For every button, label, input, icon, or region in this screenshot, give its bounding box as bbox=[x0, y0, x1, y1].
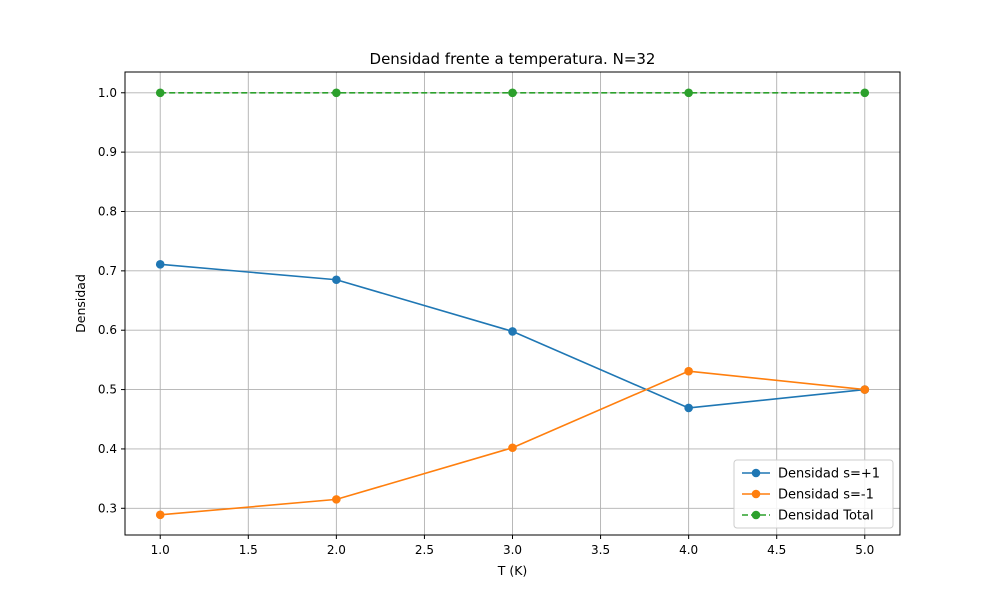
data-point bbox=[684, 403, 693, 413]
y-tick-label: 0.8 bbox=[98, 204, 117, 218]
data-point bbox=[860, 88, 870, 98]
y-tick-label: 0.7 bbox=[98, 264, 117, 278]
data-point bbox=[332, 275, 341, 285]
x-tick-label: 2.0 bbox=[327, 543, 346, 557]
x-tick-label: 5.0 bbox=[855, 543, 874, 557]
axis-ticks: 1.0 1.5 2.0 2.5 3.0 3.5 4.0 4.5 5.0 0.3 0.4 0.5 0.6 0… bbox=[98, 86, 874, 557]
x-tick-label: 4.0 bbox=[679, 543, 698, 557]
data-point bbox=[508, 443, 517, 453]
legend-marker bbox=[751, 510, 761, 520]
x-tick-label: 1.0 bbox=[151, 543, 170, 557]
legend-label: Densidad s=+1 bbox=[778, 467, 880, 482]
data-point bbox=[155, 510, 165, 520]
y-tick-label: 0.9 bbox=[98, 145, 117, 159]
y-tick-label: 1.0 bbox=[98, 86, 117, 100]
chart-title: Densidad frente a temperatura. N=32 bbox=[370, 50, 656, 68]
data-point bbox=[508, 327, 517, 336]
legend-marker bbox=[751, 489, 761, 499]
data-point bbox=[332, 88, 341, 98]
y-tick-label: 0.5 bbox=[98, 383, 117, 397]
y-tick-label: 0.3 bbox=[98, 501, 117, 515]
data-point bbox=[684, 366, 693, 376]
legend-box bbox=[733, 459, 894, 529]
data-point bbox=[508, 88, 517, 98]
data-point bbox=[155, 88, 165, 98]
data-point bbox=[684, 88, 693, 98]
data-point bbox=[860, 385, 870, 394]
series-2 bbox=[155, 366, 870, 520]
y-tick-label: 0.4 bbox=[98, 442, 117, 456]
y-axis-label: Densidad bbox=[73, 274, 88, 333]
x-tick-label: 3.5 bbox=[591, 543, 610, 557]
series-group bbox=[155, 88, 870, 520]
data-point bbox=[155, 260, 165, 269]
y-tick-label: 0.6 bbox=[98, 323, 117, 337]
x-tick-label: 4.5 bbox=[767, 543, 786, 557]
series-3 bbox=[155, 88, 870, 98]
legend-label: Densidad Total bbox=[778, 509, 874, 524]
x-axis-label: T (K) bbox=[497, 563, 528, 578]
x-tick-label: 2.5 bbox=[415, 543, 434, 557]
legend-label: Densidad s=-1 bbox=[778, 488, 874, 503]
x-tick-label: 3.0 bbox=[503, 543, 522, 557]
x-tick-label: 1.5 bbox=[239, 543, 258, 557]
legend-marker bbox=[751, 468, 761, 478]
legend: Densidad s=+1 Densidad s=-1 Densidad Total bbox=[733, 459, 894, 529]
data-point bbox=[332, 495, 341, 504]
